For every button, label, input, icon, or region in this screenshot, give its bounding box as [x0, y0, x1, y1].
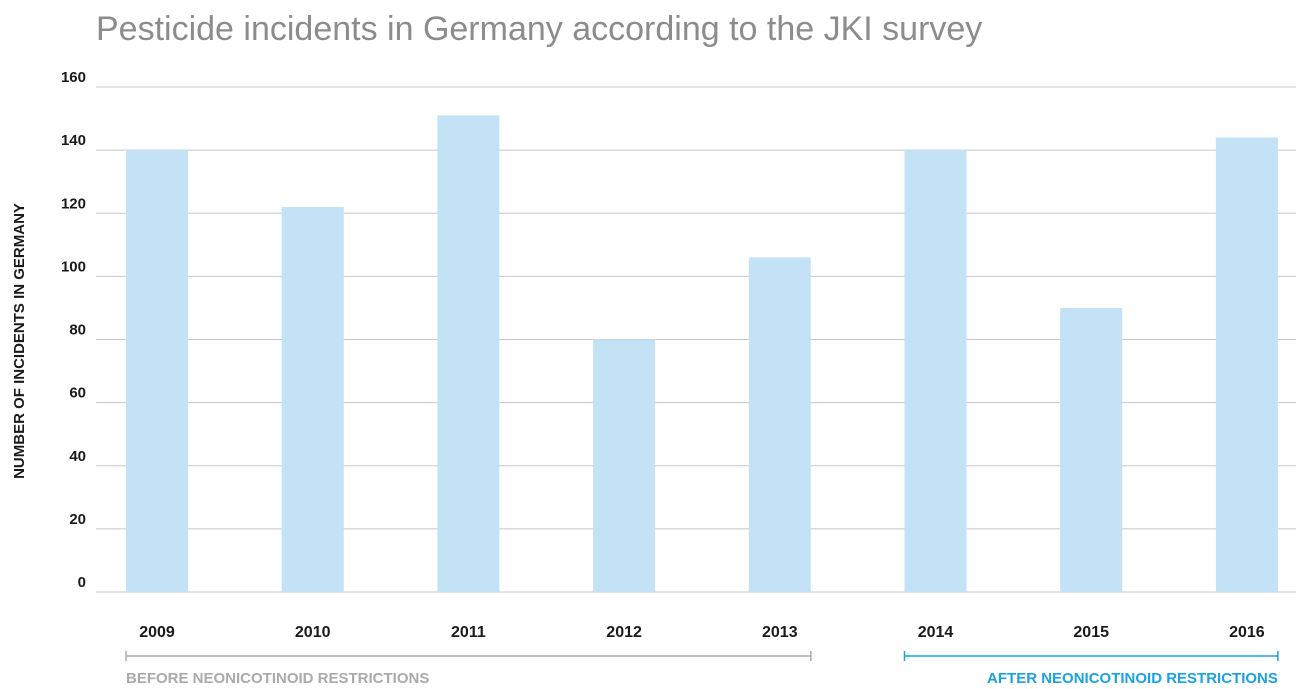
bar-2015: [1060, 307, 1123, 592]
x-tick-label: 2009: [139, 624, 175, 641]
period-annotations: BEFORE NEONICOTINOID RESTRICTIONS AFTER N…: [125, 651, 1279, 687]
x-tick-label: 2013: [762, 624, 798, 641]
period-bracket-after: AFTER NEONICOTINOID RESTRICTIONS: [903, 651, 1279, 687]
period-label: BEFORE NEONICOTINOID RESTRICTIONS: [126, 670, 429, 687]
y-axis-title: NUMBER OF INCIDENTS IN GERMANY: [11, 203, 28, 479]
bar-2010: [281, 206, 344, 592]
bars: [126, 115, 1278, 592]
x-tick-label: 2011: [451, 624, 486, 641]
bar-2016: [1215, 137, 1278, 592]
y-tick-label: 60: [69, 385, 86, 402]
x-tick-label: 2012: [606, 624, 642, 641]
x-tick-label: 2016: [1229, 624, 1265, 641]
chart-title: Pesticide incidents in Germany according…: [96, 10, 983, 48]
y-tick-label: 120: [61, 195, 86, 212]
y-tick-label: 140: [61, 132, 86, 149]
bar-2013: [748, 257, 811, 592]
period-label: AFTER NEONICOTINOID RESTRICTIONS: [987, 670, 1278, 687]
bar-2014: [904, 150, 967, 592]
x-tick-label: 2010: [295, 624, 331, 641]
y-axis-ticks: 0 20 40 60 80 100 120 140 160: [61, 69, 86, 591]
period-bracket-before: BEFORE NEONICOTINOID RESTRICTIONS: [125, 651, 812, 687]
y-tick-label: 20: [69, 511, 86, 528]
y-tick-label: 100: [61, 258, 86, 275]
bar-2012: [593, 339, 656, 592]
bar-2011: [437, 115, 500, 592]
bar-2009: [126, 150, 188, 592]
y-tick-label: 0: [78, 574, 86, 591]
x-tick-label: 2015: [1073, 624, 1109, 641]
x-axis-ticks: 2009 2010 2011 2012 2013 2014 2015 2016: [139, 624, 1265, 641]
y-tick-label: 160: [61, 69, 86, 86]
x-tick-label: 2014: [918, 624, 954, 641]
y-tick-label: 40: [69, 448, 86, 465]
y-tick-label: 80: [69, 322, 86, 339]
